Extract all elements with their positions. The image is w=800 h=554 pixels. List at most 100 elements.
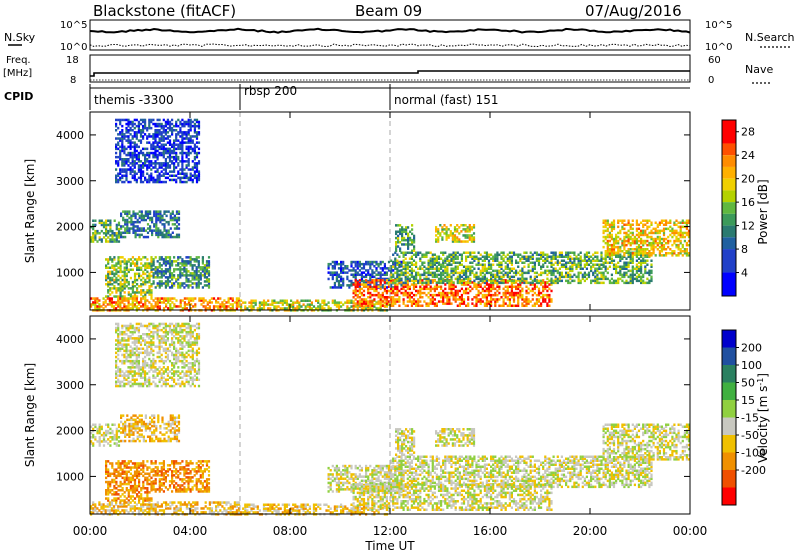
data-cell xyxy=(631,239,634,243)
data-cell xyxy=(396,267,399,270)
data-cell xyxy=(129,145,132,149)
data-cell xyxy=(585,259,588,262)
data-cell xyxy=(644,241,647,245)
data-cell xyxy=(658,231,661,235)
data-cell xyxy=(260,301,263,304)
data-cell xyxy=(212,297,216,300)
data-cell xyxy=(615,252,618,255)
data-cell xyxy=(154,303,157,306)
data-cell xyxy=(121,135,124,138)
data-cell xyxy=(596,263,599,266)
data-cell xyxy=(162,147,165,151)
data-cell xyxy=(383,287,386,291)
data-cell xyxy=(637,269,641,273)
data-cell xyxy=(531,281,534,285)
data-cell xyxy=(652,227,655,231)
data-cell xyxy=(450,257,453,260)
data-cell xyxy=(179,266,182,269)
data-cell xyxy=(602,261,605,264)
data-cell xyxy=(107,295,110,298)
data-cell xyxy=(166,260,170,263)
data-cell xyxy=(629,235,632,239)
data-cell xyxy=(367,271,370,274)
data-cell xyxy=(317,307,320,310)
data-cell xyxy=(271,299,274,302)
data-cell xyxy=(396,275,399,279)
data-cell xyxy=(644,239,647,243)
data-cell xyxy=(377,284,380,287)
data-cell xyxy=(94,297,97,300)
data-cell xyxy=(205,260,209,263)
data-cell xyxy=(479,285,482,288)
data-cell xyxy=(485,287,488,291)
data-cell xyxy=(152,299,155,302)
data-cell xyxy=(669,225,672,229)
data-cell xyxy=(665,237,668,241)
data-cell xyxy=(158,118,161,122)
data-cell xyxy=(265,303,268,306)
data-cell xyxy=(583,257,586,260)
data-cell xyxy=(166,162,169,165)
data-cell xyxy=(542,300,545,303)
data-cell xyxy=(156,307,159,310)
data-cell xyxy=(139,151,143,155)
data-cell xyxy=(604,255,607,258)
data-cell xyxy=(679,221,682,224)
data-cell xyxy=(167,301,170,304)
data-cell xyxy=(169,297,172,300)
data-cell xyxy=(571,275,574,279)
data-cell xyxy=(635,248,638,251)
data-cell xyxy=(452,271,455,275)
data-cell xyxy=(122,235,125,239)
data-cell xyxy=(644,250,647,253)
data-cell xyxy=(640,281,643,285)
data-cell xyxy=(508,298,511,301)
data-cell xyxy=(121,137,124,140)
data-cell xyxy=(142,218,145,222)
data-cell xyxy=(150,297,153,300)
data-cell xyxy=(577,275,580,279)
data-cell xyxy=(193,158,196,161)
data-cell xyxy=(662,254,666,257)
data-cell xyxy=(390,298,393,301)
data-cell xyxy=(440,293,443,297)
data-cell xyxy=(408,269,411,273)
data-cell xyxy=(128,212,131,215)
data-cell xyxy=(500,265,503,268)
data-cell xyxy=(610,237,613,241)
data-cell xyxy=(105,223,108,227)
data-cell xyxy=(637,267,641,270)
data-cell xyxy=(411,228,414,231)
data-cell xyxy=(177,216,181,220)
data-cell xyxy=(662,233,666,237)
data-cell xyxy=(119,151,122,155)
data-cell xyxy=(362,262,366,266)
data-cell xyxy=(446,300,449,303)
data-cell xyxy=(117,126,120,130)
data-cell xyxy=(169,233,172,237)
data-cell xyxy=(650,252,653,255)
data-cell xyxy=(219,307,222,310)
data-cell xyxy=(177,172,180,175)
data-cell xyxy=(179,172,182,175)
data-cell xyxy=(406,279,409,282)
data-cell xyxy=(183,120,186,124)
data-cell xyxy=(471,287,474,291)
data-cell xyxy=(105,219,108,222)
data-cell xyxy=(155,220,158,224)
data-cell xyxy=(392,262,395,266)
data-cell xyxy=(191,124,194,128)
data-cell xyxy=(415,263,418,266)
data-cell xyxy=(402,265,405,268)
data-cell xyxy=(207,262,211,265)
data-cell xyxy=(162,262,165,265)
data-cell xyxy=(454,277,457,281)
data-cell xyxy=(365,283,368,286)
data-cell xyxy=(592,257,595,260)
data-cell xyxy=(481,275,484,279)
data-cell xyxy=(169,227,172,230)
data-cell xyxy=(168,129,172,132)
data-cell xyxy=(362,289,366,293)
data-cell xyxy=(168,135,172,138)
data-cell xyxy=(406,277,409,281)
